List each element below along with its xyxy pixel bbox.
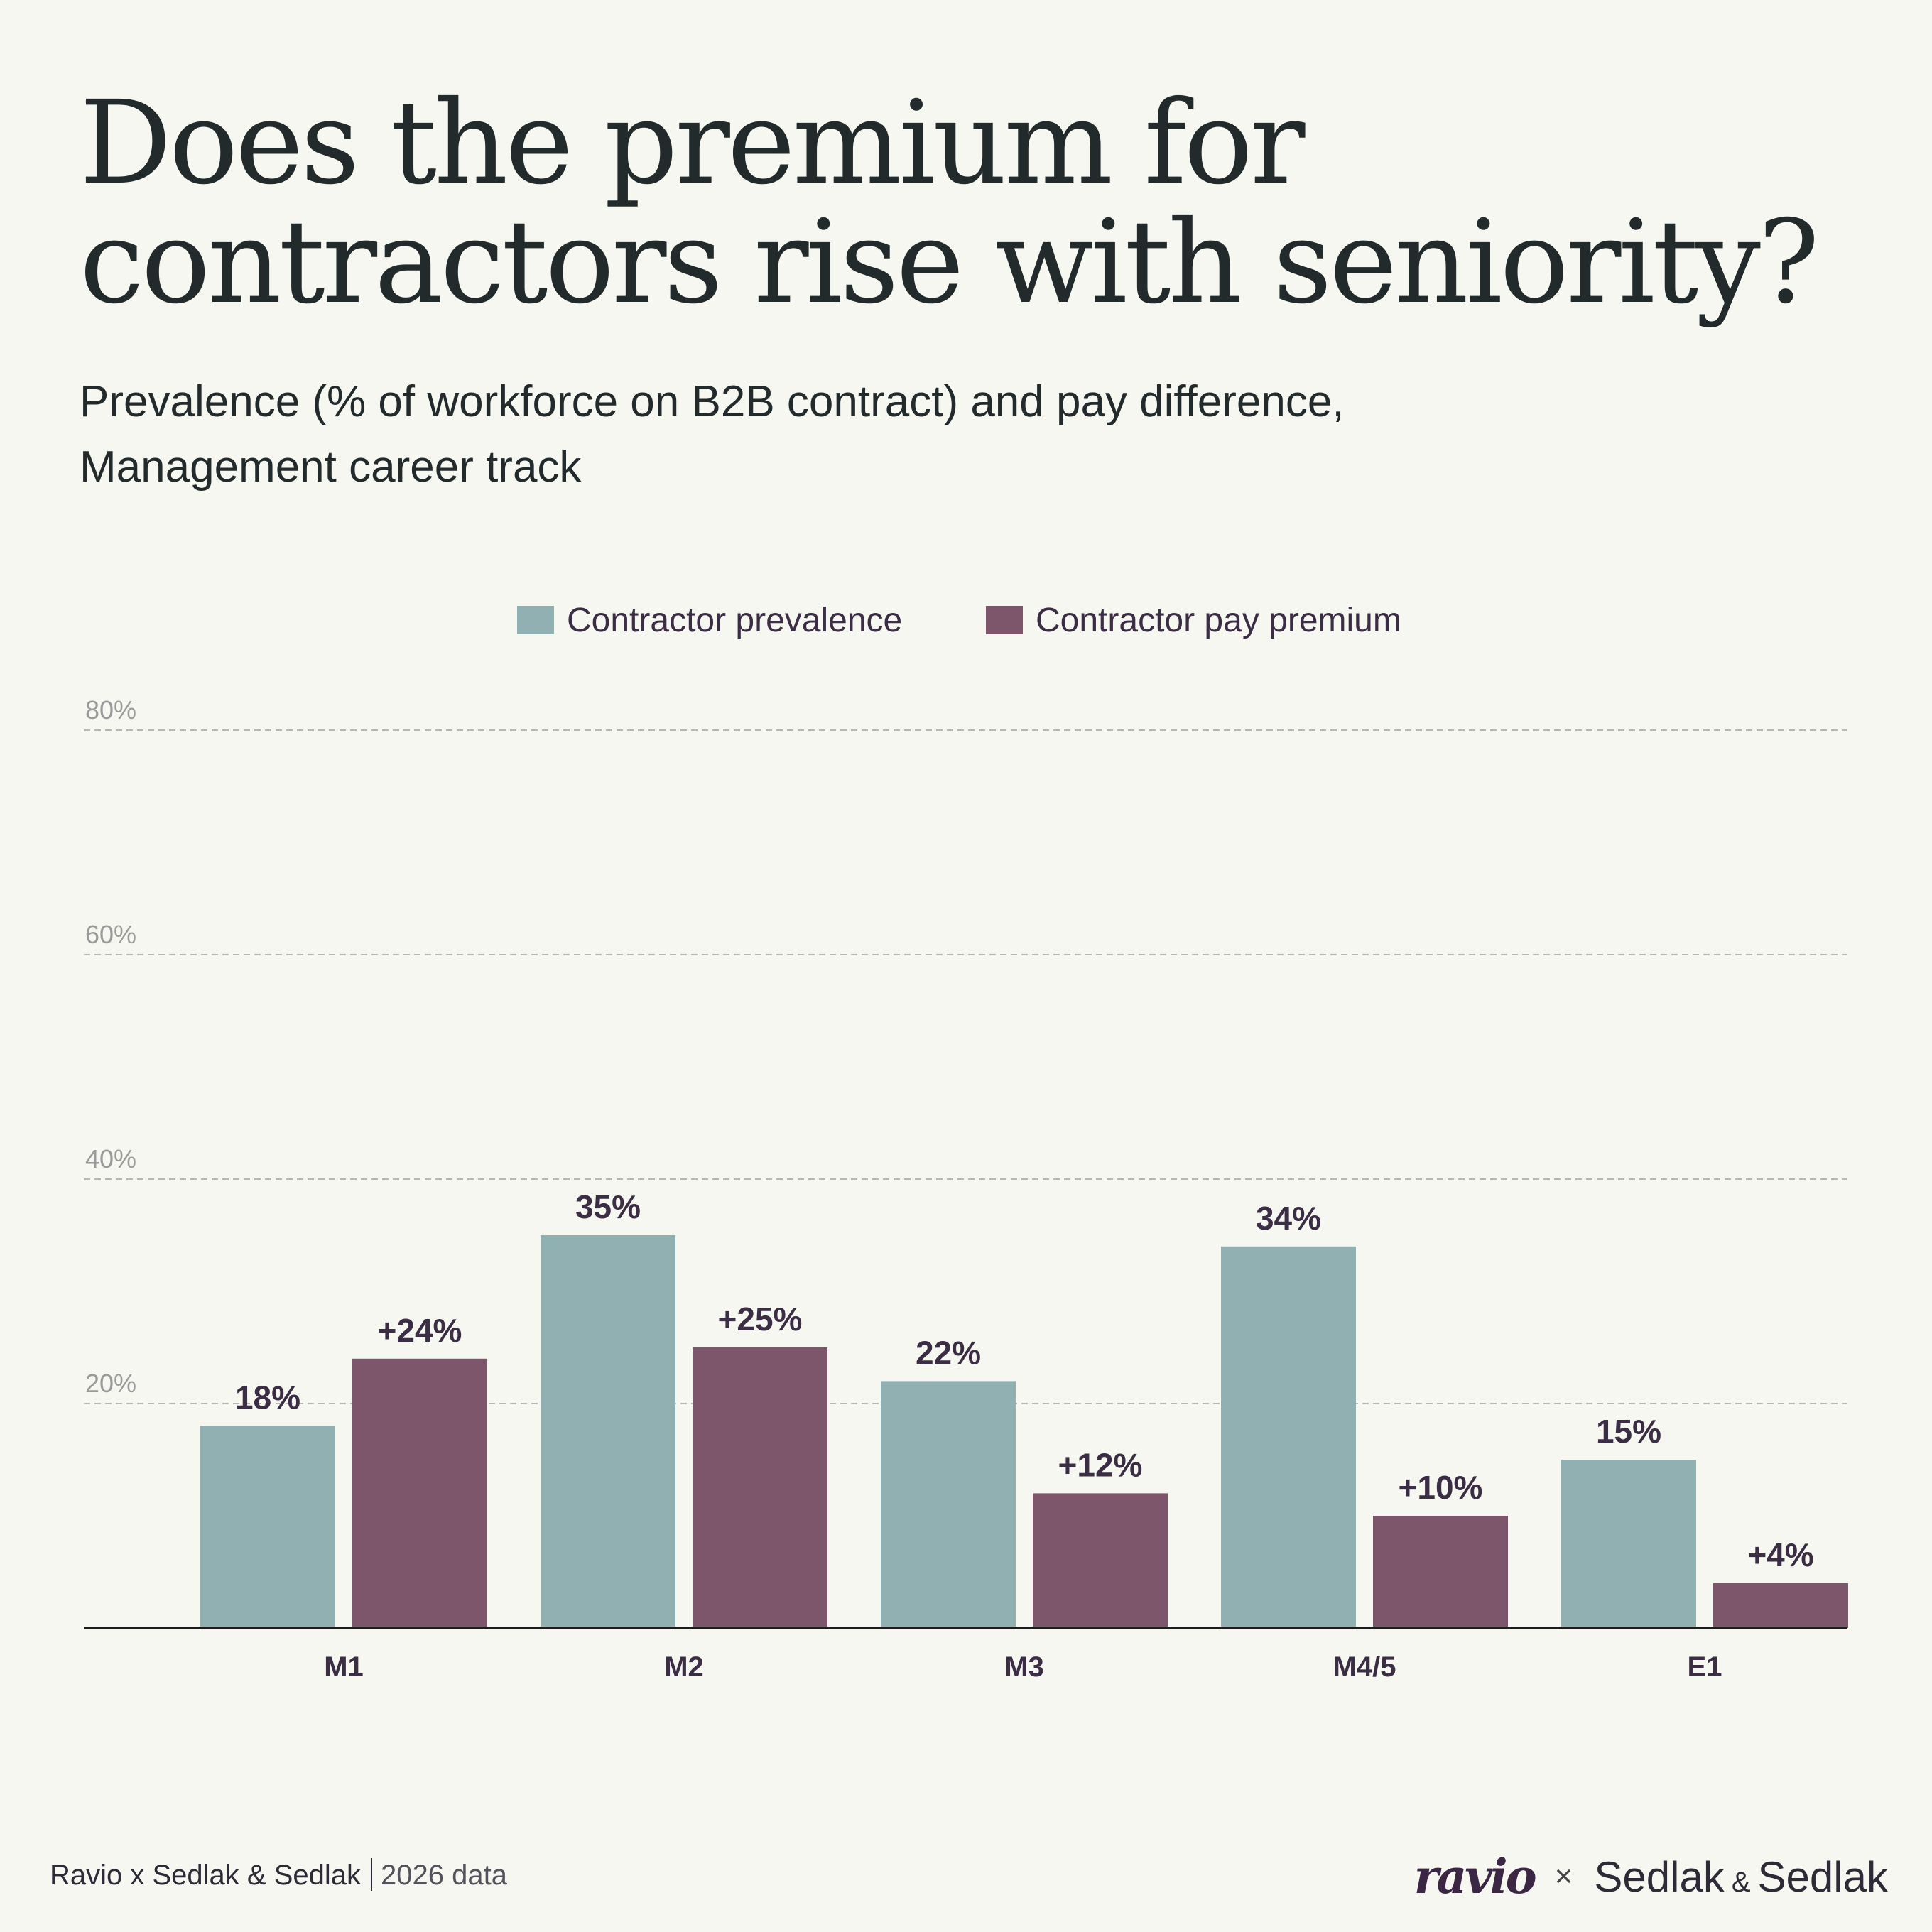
- bar-premium-4: [1713, 1583, 1848, 1628]
- bar-prevalence-2: [881, 1381, 1016, 1628]
- source-note: Ravio x Sedlak & Sedlak 2026 data: [50, 1858, 507, 1893]
- legend-label-prevalence: Contractor prevalence: [567, 601, 903, 639]
- chart-title: Does the premium for contractors rise wi…: [80, 84, 1891, 322]
- bar-premium-1: [693, 1347, 827, 1628]
- source-main: Ravio x Sedlak & Sedlak: [50, 1860, 362, 1891]
- data-label-prevalence-2: 22%: [916, 1334, 981, 1371]
- data-label-premium-4: +4%: [1747, 1536, 1813, 1573]
- chart-subtitle-line-2: Management career track: [80, 443, 582, 492]
- partner-logos: ravio × Sedlak & Sedlak: [1414, 1848, 1888, 1905]
- sedlak-logo-ampersand: &: [1731, 1866, 1751, 1898]
- data-label-premium-2: +12%: [1058, 1446, 1143, 1483]
- x-tick-label-3: M4/5: [1333, 1651, 1396, 1683]
- data-label-prevalence-1: 35%: [575, 1188, 641, 1225]
- source-divider: [371, 1858, 373, 1892]
- x-tick-label-2: M3: [1004, 1651, 1044, 1683]
- x-tick-label-0: M1: [324, 1651, 364, 1683]
- bar-prevalence-4: [1561, 1460, 1696, 1628]
- data-label-premium-0: +24%: [378, 1312, 462, 1349]
- y-tick-label-60: 60%: [85, 920, 136, 949]
- x-tick-label-4: E1: [1688, 1651, 1722, 1683]
- data-label-prevalence-4: 15%: [1596, 1413, 1661, 1450]
- data-label-prevalence-0: 18%: [235, 1379, 300, 1416]
- bar-chart: 20% 40% 60% 80% 18% +24% M1 35% +25% M2 22% +12% M3 3…: [84, 695, 1848, 1683]
- legend-swatch-premium: [986, 606, 1023, 634]
- chart-subtitle: Prevalence (% of workforce on B2B contra…: [80, 369, 1784, 500]
- data-label-prevalence-3: 34%: [1256, 1200, 1321, 1237]
- x-tick-label-1: M2: [664, 1651, 704, 1683]
- legend-item-prevalence: Contractor prevalence: [517, 595, 902, 645]
- sedlak-logo-word-1: Sedlak: [1594, 1852, 1725, 1901]
- bar-prevalence-0: [200, 1426, 335, 1628]
- chart-subtitle-line-1: Prevalence (% of workforce on B2B contra…: [80, 377, 1345, 426]
- logo-separator: ×: [1554, 1859, 1573, 1894]
- chart-legend: Contractor prevalence Contractor pay pre…: [0, 595, 1932, 645]
- data-label-premium-1: +25%: [718, 1301, 803, 1337]
- bar-prevalence-3: [1221, 1246, 1356, 1628]
- legend-label-premium: Contractor pay premium: [1036, 601, 1401, 639]
- bar-prevalence-1: [541, 1235, 675, 1628]
- legend-item-premium: Contractor pay premium: [986, 595, 1401, 645]
- legend-swatch-prevalence: [517, 606, 554, 634]
- chart-title-line-1: Does the premium for: [80, 77, 1306, 210]
- data-label-premium-3: +10%: [1399, 1469, 1483, 1506]
- sedlak-logo: Sedlak & Sedlak: [1594, 1852, 1888, 1901]
- bar-premium-2: [1033, 1493, 1168, 1628]
- sedlak-logo-word-2: Sedlak: [1757, 1852, 1888, 1901]
- bar-premium-0: [352, 1358, 487, 1628]
- y-tick-label-20: 20%: [85, 1369, 136, 1398]
- ravio-logo: ravio: [1413, 1849, 1537, 1904]
- y-tick-label-80: 80%: [85, 695, 136, 724]
- y-tick-label-40: 40%: [85, 1144, 136, 1173]
- source-year: 2026 data: [381, 1860, 507, 1891]
- bar-premium-3: [1373, 1516, 1508, 1628]
- chart-title-line-2: contractors rise with seniority?: [80, 196, 1820, 330]
